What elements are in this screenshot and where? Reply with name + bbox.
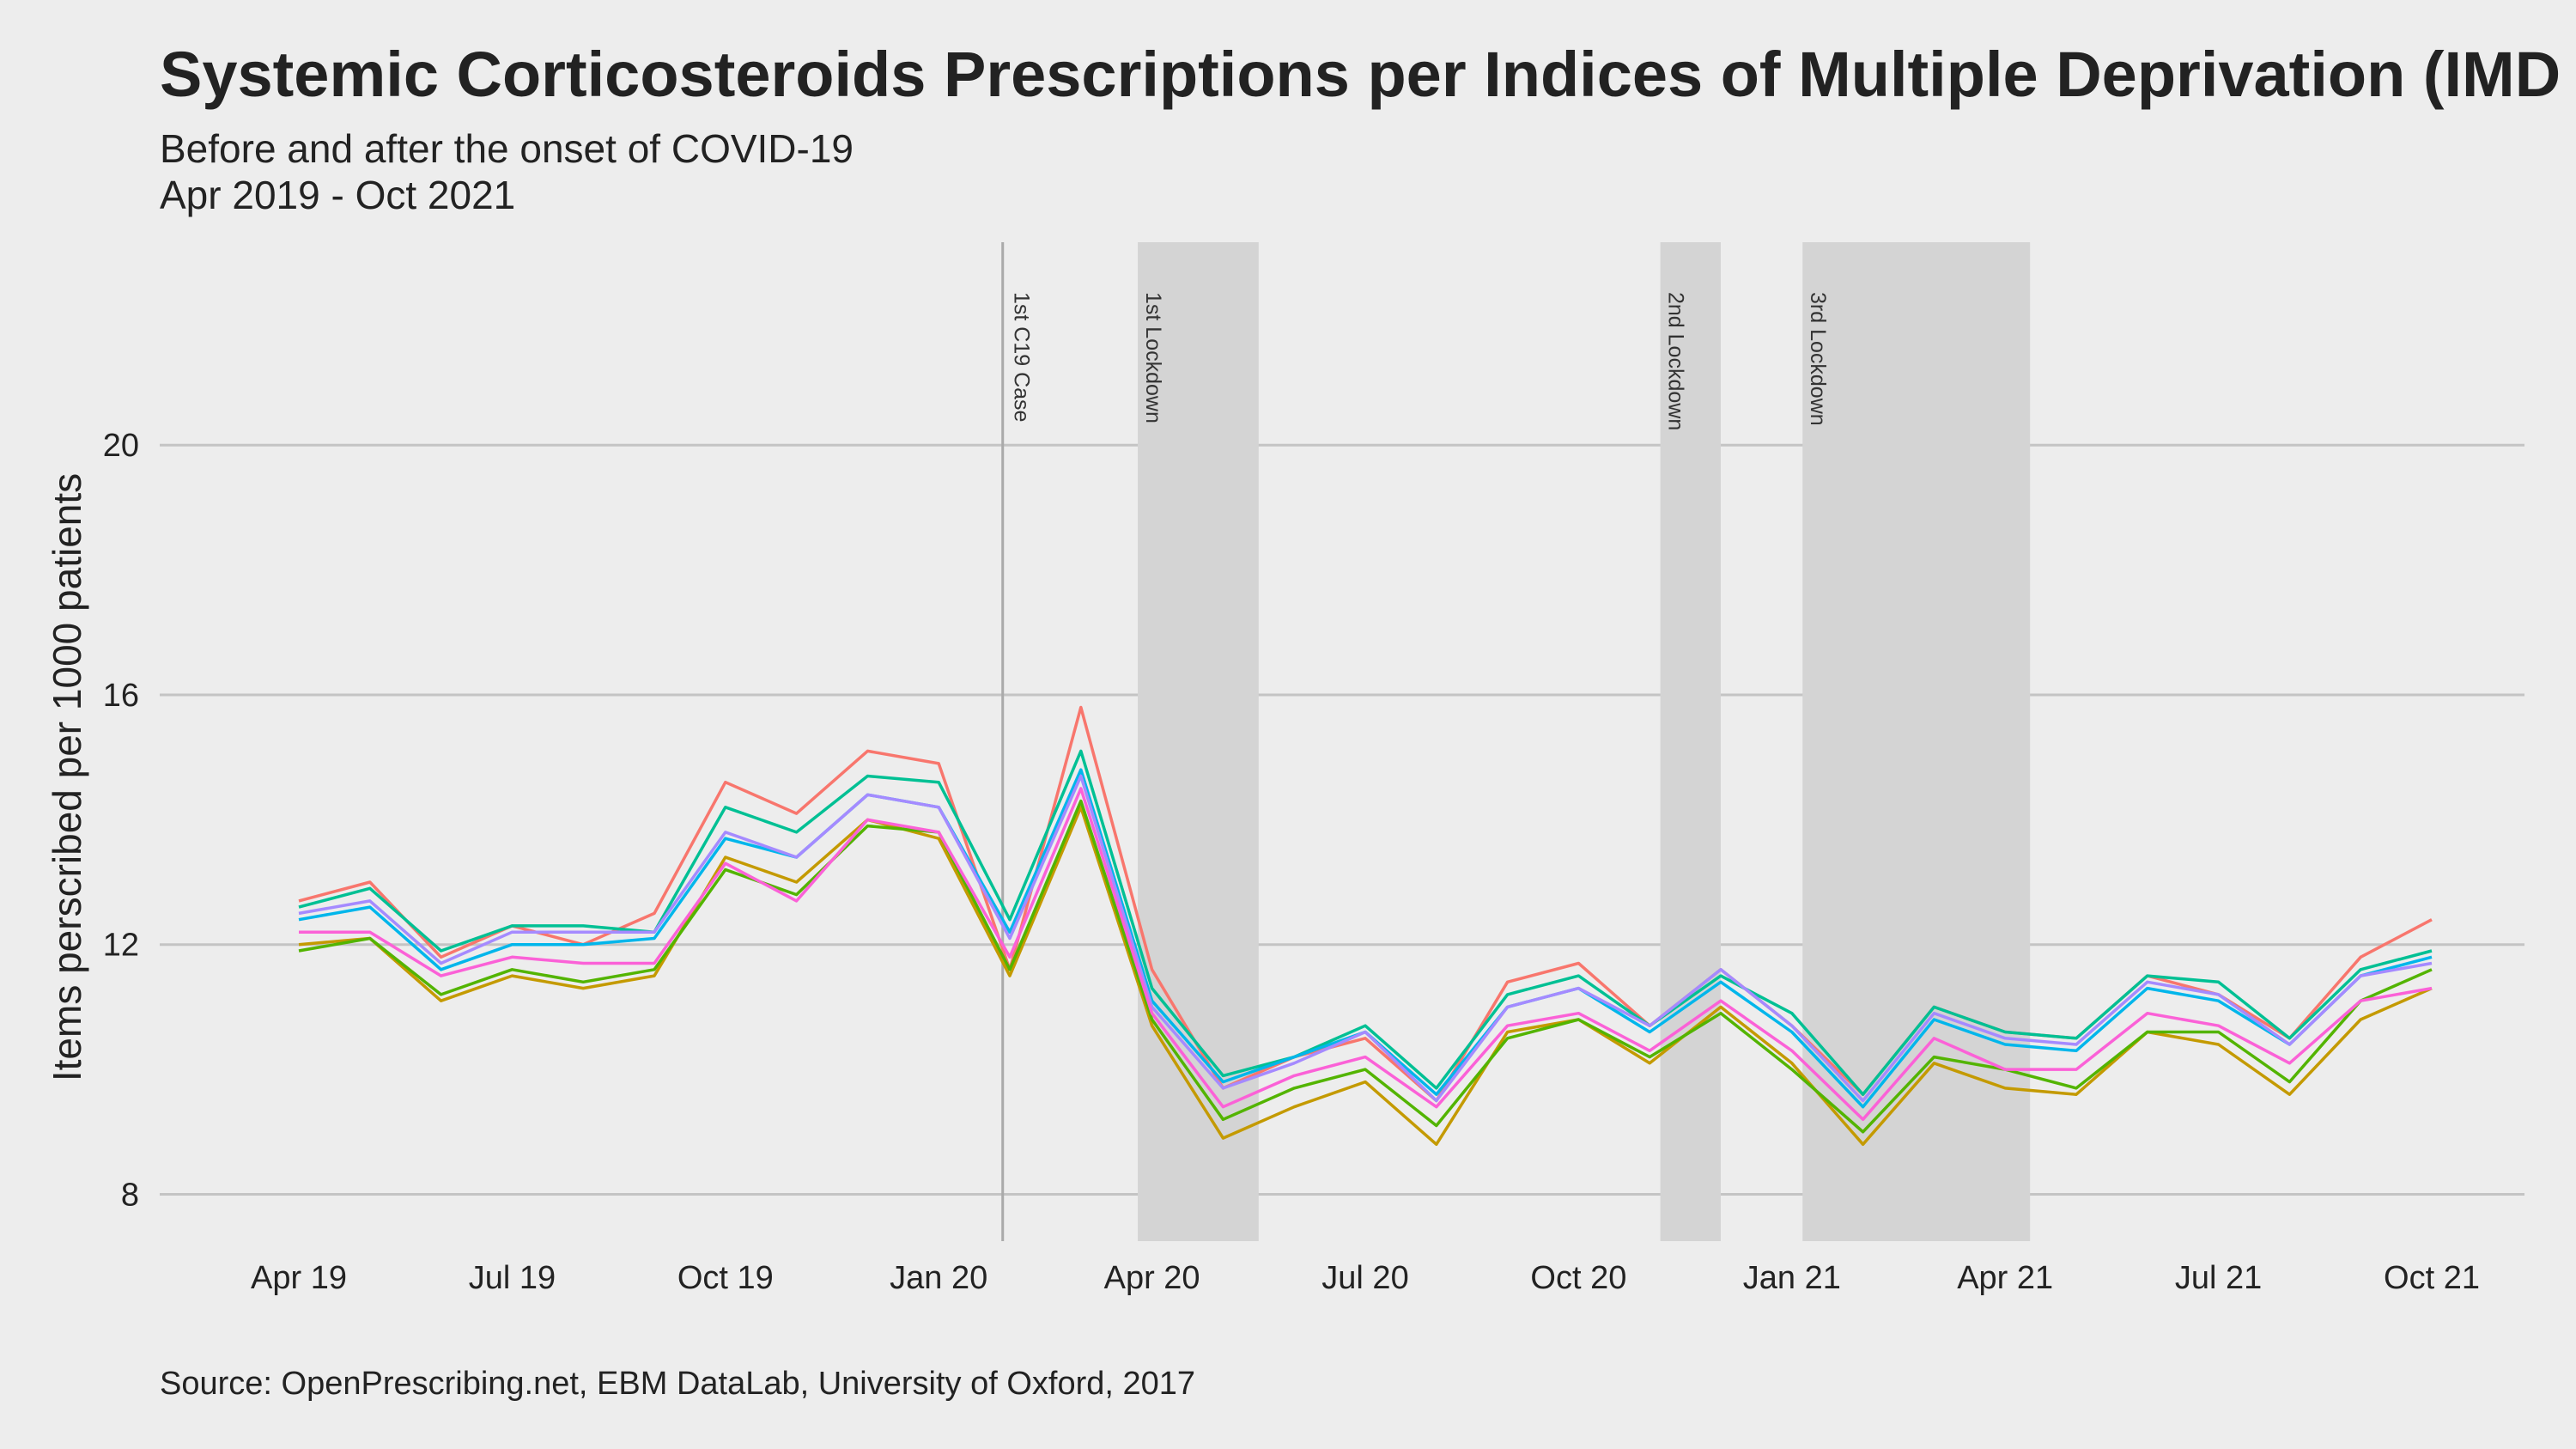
series-line-series-3: [298, 799, 2433, 1134]
x-tick-label: Oct 19: [677, 1260, 774, 1296]
x-tick-label: Jul 20: [1321, 1260, 1408, 1296]
lockdown-shade: [1660, 242, 1721, 1241]
series-line-series-6: [298, 774, 2433, 1103]
source-caption: Source: OpenPrescribing.net, EBM DataLab…: [160, 1366, 1196, 1402]
x-tick-label: Apr 20: [1104, 1260, 1200, 1296]
lockdown-label: 3rd Lockdown: [1806, 292, 1830, 426]
x-tick-label: Apr 19: [251, 1260, 347, 1296]
lockdown-shade: [1802, 242, 2031, 1241]
x-tick-label: Oct 21: [2384, 1260, 2480, 1296]
x-tick-label: Jan 21: [1743, 1260, 1841, 1296]
lockdown-label: 2nd Lockdown: [1664, 292, 1688, 430]
y-tick-label: 8: [121, 1177, 139, 1213]
y-tick-label: 20: [103, 428, 139, 464]
chart-date-range: Apr 2019 - Oct 2021: [160, 173, 516, 217]
chart-subtitle: Before and after the onset of COVID-19: [160, 126, 854, 171]
chart-title: Systemic Corticosteroids Prescriptions p…: [160, 39, 2561, 110]
x-tick-label: Apr 21: [1957, 1260, 2053, 1296]
y-tick-label: 12: [103, 928, 139, 964]
y-tick-label: 16: [103, 678, 139, 714]
x-tick-label: Oct 20: [1530, 1260, 1626, 1296]
x-tick-label: Jul 19: [469, 1260, 556, 1296]
x-tick-label: Jan 20: [890, 1260, 987, 1296]
series-line-series-2: [298, 806, 2433, 1147]
lockdown-label: 1st Lockdown: [1141, 292, 1165, 423]
x-tick-label: Jul 21: [2175, 1260, 2262, 1296]
series-line-series-7: [299, 787, 2433, 1122]
event-label: 1st C19 Case: [1010, 292, 1034, 422]
